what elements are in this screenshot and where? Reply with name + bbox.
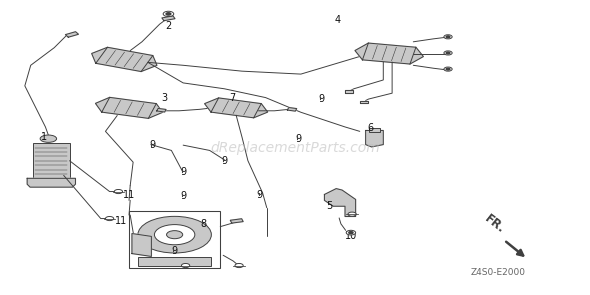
Circle shape: [166, 13, 171, 15]
Polygon shape: [91, 47, 107, 63]
Text: 9: 9: [221, 156, 227, 166]
Text: 11: 11: [123, 190, 135, 200]
Circle shape: [349, 232, 353, 234]
Circle shape: [444, 51, 452, 55]
Circle shape: [446, 68, 450, 70]
Circle shape: [182, 263, 190, 268]
Polygon shape: [287, 107, 297, 111]
Polygon shape: [96, 97, 110, 112]
Text: 4: 4: [335, 15, 340, 25]
Text: 8: 8: [201, 219, 207, 229]
Text: 9: 9: [149, 140, 155, 150]
Text: 11: 11: [115, 217, 127, 227]
Polygon shape: [324, 189, 356, 217]
Text: FR.: FR.: [483, 212, 508, 236]
Text: 10: 10: [345, 231, 357, 241]
Circle shape: [348, 212, 356, 216]
Ellipse shape: [40, 135, 57, 142]
Circle shape: [114, 189, 123, 194]
Polygon shape: [360, 101, 368, 103]
Polygon shape: [65, 32, 78, 37]
Circle shape: [346, 230, 356, 235]
Polygon shape: [366, 130, 384, 147]
FancyBboxPatch shape: [33, 143, 70, 178]
Circle shape: [446, 52, 450, 54]
Bar: [369, 128, 381, 132]
Polygon shape: [230, 219, 243, 223]
Text: dReplacementParts.com: dReplacementParts.com: [210, 140, 380, 155]
Polygon shape: [254, 104, 268, 118]
Text: 2: 2: [165, 21, 172, 31]
Circle shape: [444, 67, 452, 71]
Polygon shape: [101, 97, 156, 118]
Text: 5: 5: [326, 201, 332, 211]
Text: 6: 6: [368, 123, 373, 133]
Circle shape: [444, 35, 452, 39]
Polygon shape: [148, 104, 163, 118]
Polygon shape: [205, 98, 219, 112]
Circle shape: [138, 216, 211, 253]
Polygon shape: [162, 16, 175, 21]
Text: 9: 9: [319, 94, 324, 104]
Text: 9: 9: [257, 190, 263, 200]
Polygon shape: [211, 98, 261, 118]
Polygon shape: [27, 178, 76, 187]
Text: 9: 9: [180, 191, 186, 201]
Polygon shape: [132, 234, 152, 256]
Text: 7: 7: [229, 93, 235, 103]
Circle shape: [155, 224, 195, 245]
Polygon shape: [362, 43, 416, 64]
Polygon shape: [410, 47, 424, 64]
Circle shape: [166, 231, 183, 239]
Text: 3: 3: [161, 93, 168, 103]
Text: Z4S0-E2000: Z4S0-E2000: [471, 268, 526, 277]
Bar: [138, 257, 211, 266]
Polygon shape: [345, 90, 353, 93]
Bar: [129, 211, 220, 268]
Text: 1: 1: [41, 132, 47, 142]
Circle shape: [235, 263, 243, 268]
Polygon shape: [355, 43, 368, 60]
Circle shape: [163, 11, 173, 17]
Polygon shape: [157, 108, 166, 112]
Text: 9: 9: [180, 167, 186, 177]
Polygon shape: [141, 55, 157, 71]
Circle shape: [106, 217, 114, 221]
Circle shape: [446, 36, 450, 38]
Text: 9: 9: [295, 134, 301, 144]
Polygon shape: [96, 47, 153, 71]
Text: 9: 9: [171, 246, 178, 256]
